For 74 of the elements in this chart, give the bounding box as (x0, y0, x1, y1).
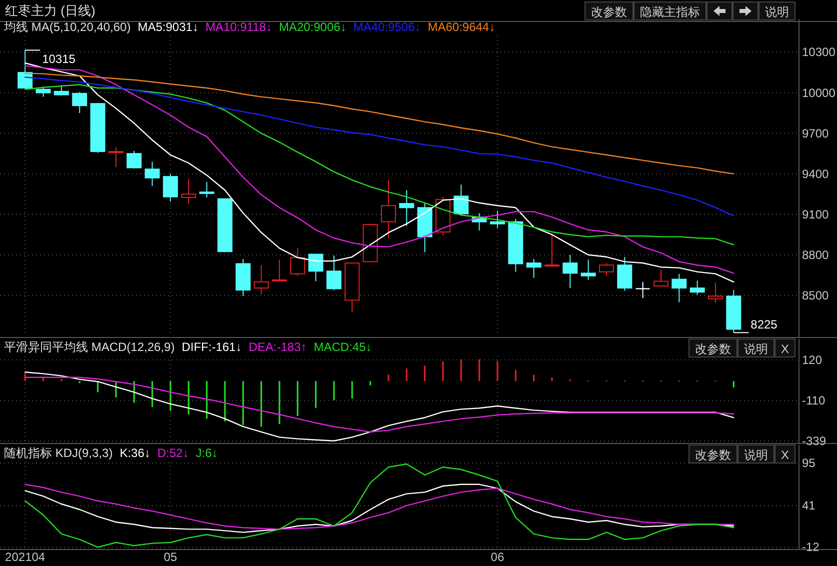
candlestick (199, 181, 214, 198)
candlestick (598, 262, 614, 276)
text: J:6↓ (196, 446, 218, 460)
candlestick (526, 258, 542, 278)
candlestick (181, 178, 196, 204)
legend-title: 随机指标 KDJ(9,3,3) (4, 446, 113, 460)
candlestick (308, 254, 324, 282)
candlestick (108, 146, 124, 168)
candlestick (653, 269, 668, 288)
candlestick (290, 248, 306, 276)
text: DIFF:-161↓ (182, 340, 242, 354)
text: MA5:9031↓ (138, 20, 198, 34)
y-tick-label: -339 (802, 434, 826, 448)
candlestick (326, 255, 342, 291)
text: MA40:9506↓ (353, 20, 421, 34)
candlestick (617, 256, 632, 292)
text: MACD:45↓ (314, 340, 372, 354)
candlestick (272, 259, 287, 282)
text: 说明 (744, 448, 768, 462)
text: MA60:9644↓ (428, 20, 496, 34)
text: MA20:9006↓ (278, 20, 346, 34)
line-series (24, 372, 734, 442)
text: 说明 (744, 342, 768, 356)
candlestick (399, 190, 414, 226)
text: 改参数 (591, 5, 627, 19)
candlestick (690, 280, 705, 296)
candlestick (144, 161, 160, 186)
y-tick-label: 41 (802, 498, 816, 513)
text: D:52↓ (157, 446, 189, 460)
text: DEA:-183↑ (248, 340, 307, 354)
text: K:36↓ (120, 446, 150, 460)
y-tick-label: 120 (802, 352, 822, 367)
candlestick (635, 281, 650, 299)
candlestick (36, 86, 51, 98)
line-series (24, 376, 734, 432)
text: 8225 (750, 318, 778, 332)
line-series (24, 463, 734, 548)
y-tick-label: 95 (802, 456, 816, 470)
x-tick-label: 06 (490, 550, 504, 564)
y-tick-label: 9100 (802, 207, 830, 222)
text: X (780, 448, 789, 462)
x-tick-label: 202104 (5, 550, 46, 564)
candlestick (490, 210, 505, 228)
legend-title: 均线 MA(5,10,20,40,60) (3, 20, 131, 34)
candlestick (672, 273, 687, 303)
y-tick-label: -12 (802, 540, 820, 554)
annotation: 10315 (42, 52, 76, 66)
candlestick (126, 150, 142, 169)
y-tick-label: 8800 (802, 248, 830, 262)
candlestick (544, 233, 560, 267)
text: 隐藏主指标 (640, 5, 700, 19)
y-tick-label: -110 (802, 394, 826, 408)
candlestick (562, 254, 578, 289)
text: X (780, 342, 789, 356)
candlestick (454, 184, 469, 216)
text: 改参数 (694, 448, 731, 462)
y-tick-label: 10000 (802, 86, 836, 100)
candlestick (254, 264, 269, 295)
candlestick (72, 92, 88, 114)
legend-title: 平滑异同平均线 MACD(12,26,9) (4, 340, 175, 354)
candlestick (580, 259, 596, 280)
candlestick (708, 282, 723, 304)
y-tick-label: 9700 (802, 126, 830, 140)
y-tick-label: 8500 (802, 288, 830, 302)
x-tick-label: 05 (164, 550, 178, 564)
text: 说明 (765, 5, 789, 19)
candlestick (54, 84, 69, 96)
candlestick (162, 173, 178, 202)
y-tick-label: 9400 (802, 166, 830, 181)
text: MA10:9118↓ (205, 20, 272, 34)
annotation: 改参数 (694, 342, 731, 356)
chart-title: 红枣主力 (日线) (5, 3, 96, 18)
candlestick (380, 179, 396, 239)
y-tick-label: 10300 (802, 45, 836, 60)
